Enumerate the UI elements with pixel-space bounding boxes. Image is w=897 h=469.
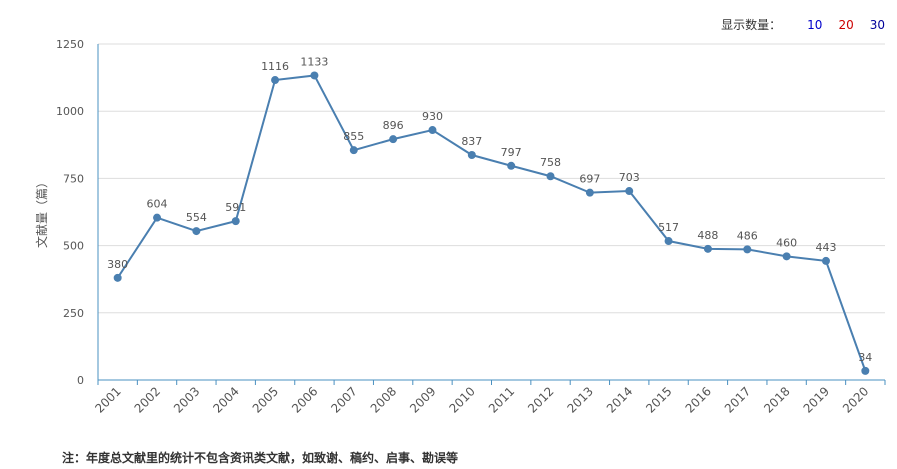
line-chart: 0 250 500 750 1000 1250 2001 2002 2003 2004 2005 20… <box>34 38 886 416</box>
data-label: 855 <box>343 130 364 143</box>
x-tick-label: 2010 <box>446 384 477 415</box>
data-point <box>428 126 437 135</box>
x-tick-label: 2004 <box>210 384 241 415</box>
data-labels: 380 604 554 591 1116 1133 855 896 930 837 797 758 69… <box>107 55 872 363</box>
y-tick-label: 1250 <box>56 38 84 51</box>
data-label: 443 <box>815 241 836 254</box>
y-tick-label: 500 <box>63 240 84 253</box>
y-tick-label: 250 <box>63 307 84 320</box>
data-point <box>113 273 122 282</box>
data-point <box>389 135 398 144</box>
data-label: 591 <box>225 201 246 214</box>
data-label: 1116 <box>261 60 289 73</box>
x-tick-label: 2003 <box>171 384 202 415</box>
x-tick-label: 2018 <box>761 384 792 415</box>
data-point <box>192 227 201 236</box>
data-point <box>153 213 162 222</box>
x-tick-label: 2007 <box>328 384 359 415</box>
footnote: 注：年度总文献里的统计不包含资讯类文献，如致谢、稿约、启事、勘误等 <box>62 451 459 465</box>
display-count-option-10[interactable]: 10 <box>807 17 823 32</box>
data-label: 758 <box>540 156 561 169</box>
x-tick-label: 2009 <box>407 384 438 415</box>
display-count-option-30[interactable]: 30 <box>869 17 885 32</box>
x-tick-label: 2013 <box>564 384 595 415</box>
x-tick-label: 2011 <box>486 384 517 415</box>
x-tick-label: 2001 <box>92 384 123 415</box>
x-tick-label: 2012 <box>525 384 556 415</box>
data-label: 797 <box>501 146 522 159</box>
data-label: 380 <box>107 258 128 271</box>
data-label: 517 <box>658 221 679 234</box>
data-point <box>664 237 673 246</box>
data-points <box>113 71 870 375</box>
x-tick-label: 2020 <box>840 384 871 415</box>
y-axis-label: 文献量（篇） <box>34 176 49 248</box>
data-label: 1133 <box>300 55 328 68</box>
x-tick-label: 2019 <box>801 384 832 415</box>
x-tick-label: 2006 <box>289 384 320 415</box>
data-label: 34 <box>858 351 872 364</box>
gridlines <box>98 43 885 314</box>
data-label: 697 <box>579 173 600 186</box>
data-label: 930 <box>422 110 443 123</box>
data-point <box>546 172 555 181</box>
series-polyline <box>116 74 867 372</box>
data-label: 486 <box>737 229 758 242</box>
data-point <box>625 187 634 196</box>
data-point <box>271 76 280 85</box>
data-point <box>310 71 319 80</box>
x-tick-label: 2015 <box>643 384 674 415</box>
axes: 0 250 500 750 1000 1250 2001 2002 2003 2004 2005 20… <box>56 38 886 416</box>
data-label: 837 <box>461 135 482 148</box>
x-tick-label: 2014 <box>604 384 635 415</box>
data-label: 604 <box>147 198 168 211</box>
y-tick-label: 1000 <box>56 105 84 118</box>
display-count-option-20[interactable]: 20 <box>838 17 854 32</box>
data-label: 896 <box>383 119 404 132</box>
y-tick-label: 750 <box>63 172 84 185</box>
series-line <box>116 74 867 372</box>
data-label: 703 <box>619 171 640 184</box>
x-tick-label: 2016 <box>683 384 714 415</box>
data-point <box>861 366 870 375</box>
data-point <box>821 256 830 265</box>
data-label: 488 <box>697 229 718 242</box>
data-point <box>585 188 594 197</box>
data-point <box>507 161 516 170</box>
x-tick-label: 2002 <box>132 384 163 415</box>
data-label: 460 <box>776 236 797 249</box>
data-point <box>467 151 476 160</box>
data-point <box>782 252 791 261</box>
display-count-label: 显示数量： <box>721 18 782 32</box>
y-tick-label: 0 <box>77 374 84 387</box>
x-tick-label: 2017 <box>722 384 753 415</box>
data-point <box>743 245 752 254</box>
data-point <box>349 146 358 155</box>
data-point <box>703 244 712 253</box>
x-tick-label: 2008 <box>368 384 399 415</box>
display-count-selector: 显示数量： 10 20 30 <box>721 16 885 33</box>
data-point <box>231 217 240 226</box>
data-label: 554 <box>186 211 207 224</box>
x-tick-label: 2005 <box>250 384 281 415</box>
